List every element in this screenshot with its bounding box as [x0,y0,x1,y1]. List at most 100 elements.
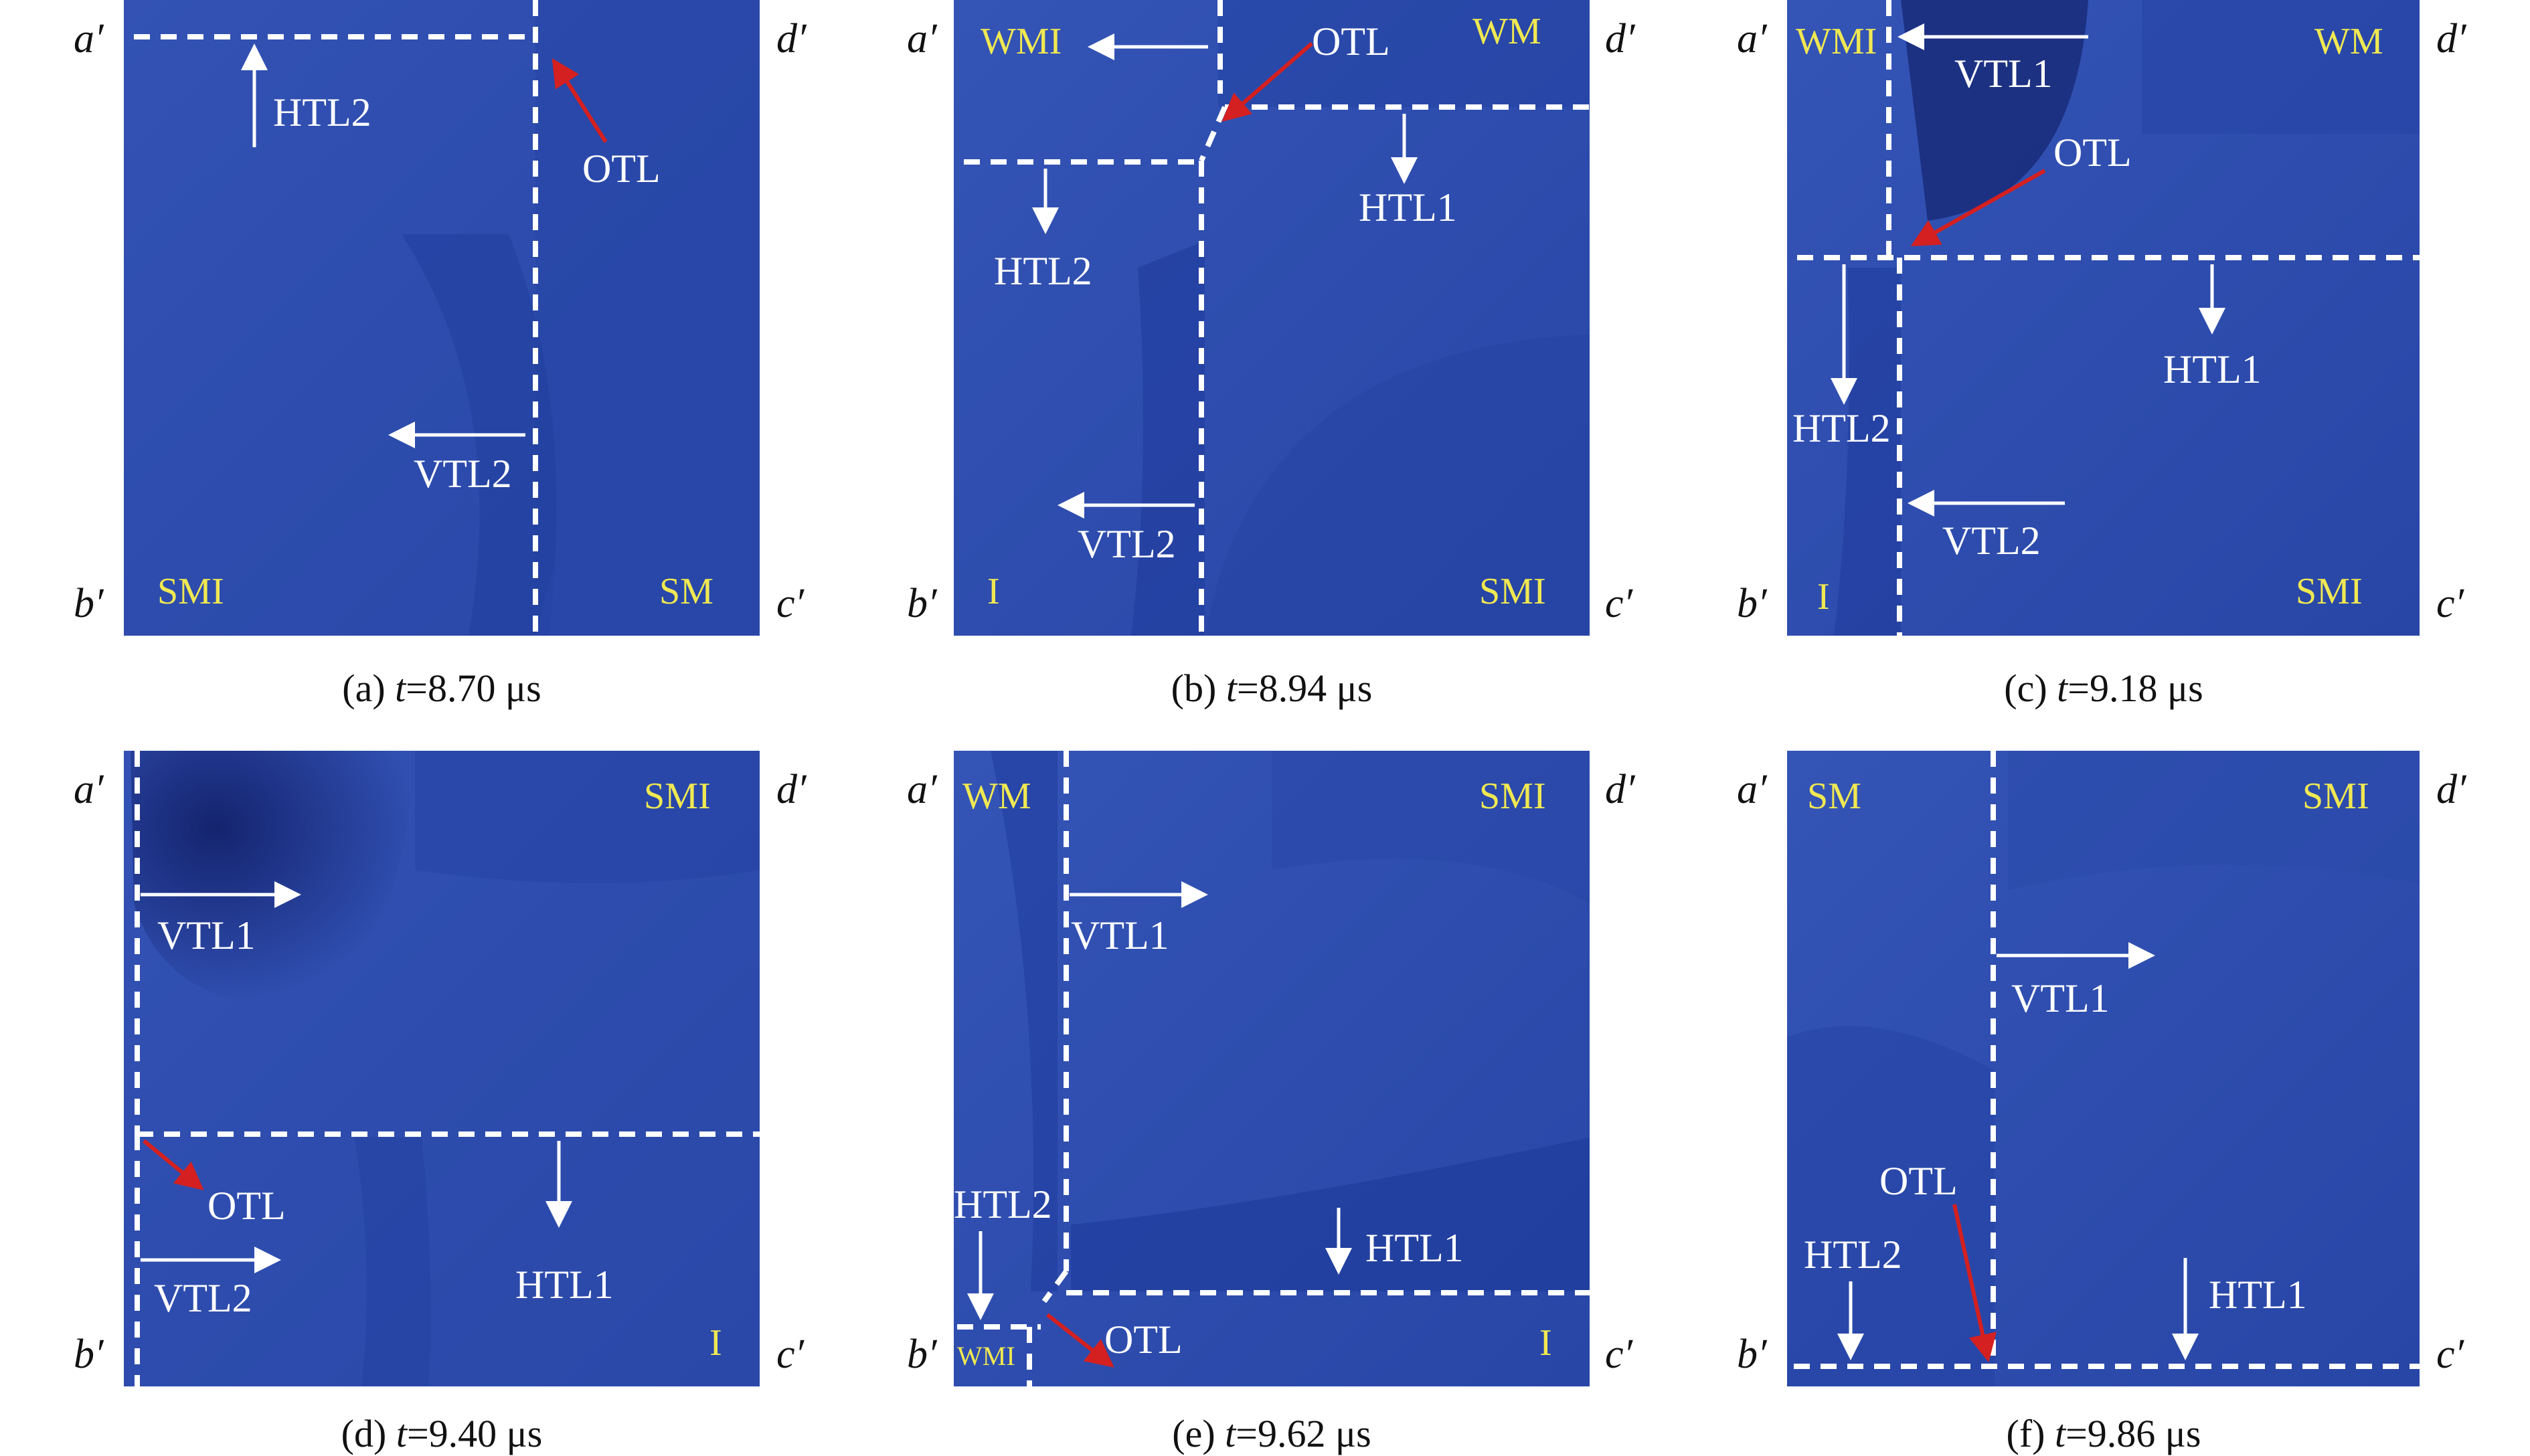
panel-c-otl-arrow [1910,169,2046,246]
panel-f-corner-b: b′ [1737,1332,1768,1377]
panel-a-otl-arrow [552,58,608,143]
panel-d-htl1-label: HTL1 [515,1263,614,1307]
panel-b-phase-tr: WM [1472,11,1541,52]
panel-d-corner-a: a′ [74,767,104,812]
panel-e-caption: (e) t=9.62 μs [1172,1412,1371,1455]
panel-c-corner-b: b′ [1737,581,1768,626]
panel-e-oblique-boundary [1041,1269,1069,1303]
panel-d-corner-b: b′ [74,1332,104,1377]
panel-a-corner-b: b′ [74,581,104,626]
panel-c-htl1-label: HTL1 [2163,347,2262,391]
panel-d-caption: (d) t=9.40 μs [341,1412,543,1455]
panel-c-domain-band [1834,268,1901,636]
panel-f-htl1-label: HTL1 [2209,1273,2307,1317]
panel-e-corner-a: a′ [907,767,938,812]
panel-c-right-band [2142,0,2420,134]
panel-e: VTL1 HTL2 HTL1 OTL WM SMI WMI I a′ b′ c′… [907,751,1636,1455]
panel-b-htl2-label: HTL2 [994,249,1092,293]
panel-d-otl-arrow [143,1139,204,1190]
panel-b: OTL HTL1 HTL2 VTL2 WMI WM I SMI a′ b′ c′… [907,0,1636,710]
panel-a-otl-label: OTL [582,147,661,191]
panel-c-caption: (c) t=9.18 μs [2004,666,2203,710]
panel-f-phase-tr: SMI [2302,776,2369,817]
panel-a-corner-d: d′ [776,16,807,62]
panel-f-caption: (f) t=9.86 μs [2007,1412,2201,1455]
panel-a-phase-br: SM [659,571,713,612]
panel-e-phase-tl: WM [962,776,1031,817]
panel-e-otl-arrow [1046,1313,1114,1368]
panel-e-corner-c: c′ [1605,1332,1634,1377]
panel-d-phase-tr: SMI [644,776,711,817]
panel-a-caption: (a) t=8.70 μs [342,666,541,710]
panel-d-corner-d: d′ [776,767,807,812]
panel-d-corner-c: c′ [776,1332,805,1377]
panel-a-domain-arc [535,314,760,636]
panel-c-corner-c: c′ [2436,581,2465,626]
panel-e-htl2-label: HTL2 [954,1182,1052,1226]
panel-b-otl-label: OTL [1312,19,1390,64]
panel-e-vtl1-label: VTL1 [1071,913,1169,958]
panel-b-oblique-boundary [1199,106,1228,162]
panel-f-domain-band [1787,1026,1995,1386]
panel-e-phase-tr: SMI [1479,776,1546,817]
panel-e-lower-band [1071,1138,1590,1291]
panel-e-corner-d: d′ [1605,767,1636,812]
panel-d-dark-swirl [131,751,415,1004]
panel-b-corner-a: a′ [907,16,938,62]
panel-a-corner-c: c′ [776,581,805,626]
panel-b-caption: (b) t=8.94 μs [1171,666,1373,710]
panel-b-top-band [1218,0,1590,107]
panel-c: VTL1 OTL HTL1 HTL2 VTL2 WMI WM I SMI a′ … [1737,0,2467,710]
panel-b-phase-br: SMI [1479,571,1546,612]
panel-c-vtl2-label: VTL2 [1942,519,2041,563]
panel-c-vtl1-label: VTL1 [1954,52,2053,96]
panel-f: VTL1 OTL HTL2 HTL1 SM SMI a′ b′ c′ d′ (f… [1737,751,2467,1455]
panel-b-corner-d: d′ [1605,16,1636,62]
panel-f-corner-d: d′ [2436,767,2467,812]
panel-b-domain-arc [1205,335,1590,636]
panel-f-vtl1-label: VTL1 [2011,976,2110,1020]
panel-f-otl-label: OTL [1879,1159,1958,1203]
panel-c-corner-d: d′ [2436,16,2467,62]
panel-a-corner-a: a′ [74,16,104,62]
panel-f-corner-c: c′ [2436,1332,2465,1377]
panel-c-phase-bl: I [1817,576,1830,618]
panel-b-corner-b: b′ [907,581,938,626]
panel-c-phase-tr: WM [2314,21,2383,62]
panel-d-otl-label: OTL [207,1184,286,1228]
panel-b-corner-c: c′ [1605,581,1634,626]
panel-b-otl-arrow [1221,41,1313,122]
panel-e-phase-bl: WMI [957,1341,1015,1371]
panel-f-upper-band [2008,751,2420,890]
panel-e-corner-b: b′ [907,1332,938,1377]
panel-c-phase-br: SMI [2296,571,2363,612]
panel-e-upper-band [1272,751,1590,903]
panel-c-corner-a: a′ [1737,16,1768,62]
panel-d-top-band [415,751,760,883]
panel-e-htl1-label: HTL1 [1365,1226,1464,1270]
panel-b-htl1-label: HTL1 [1359,185,1457,230]
panel-e-phase-br: I [1539,1322,1552,1364]
panel-a: HTL2 OTL VTL2 SMI SM a′ b′ c′ d′ (a) t=8… [74,0,807,710]
panel-f-phase-tl: SM [1807,776,1861,817]
panel-e-domain-band [991,751,1058,1291]
panel-d-phase-br: I [709,1322,722,1364]
panel-a-phase-bl: SMI [157,571,224,612]
panel-d-vtl2-label: VTL2 [154,1276,252,1320]
panel-b-vtl2-label: VTL2 [1078,522,1176,566]
panel-b-phase-tl: WMI [981,21,1062,62]
panel-d-domain-band [355,1138,431,1386]
panel-a-vtl2-label: VTL2 [414,452,512,496]
panel-f-corner-a: a′ [1737,767,1768,812]
panel-c-phase-tl: WMI [1796,21,1877,62]
panel-f-htl2-label: HTL2 [1804,1233,1902,1277]
panel-f-otl-arrow [1952,1204,1997,1362]
panel-b-phase-bl: I [987,571,1000,612]
panel-e-otl-label: OTL [1104,1317,1183,1362]
panel-d-vtl1-label: VTL1 [157,913,256,958]
panel-c-otl-label: OTL [2053,130,2132,175]
panel-b-domain-band [1131,241,1205,636]
panel-c-dark-swirl [1901,0,2088,221]
panel-d: VTL1 OTL HTL1 VTL2 SMI I a′ b′ c′ d′ (d)… [74,751,807,1455]
